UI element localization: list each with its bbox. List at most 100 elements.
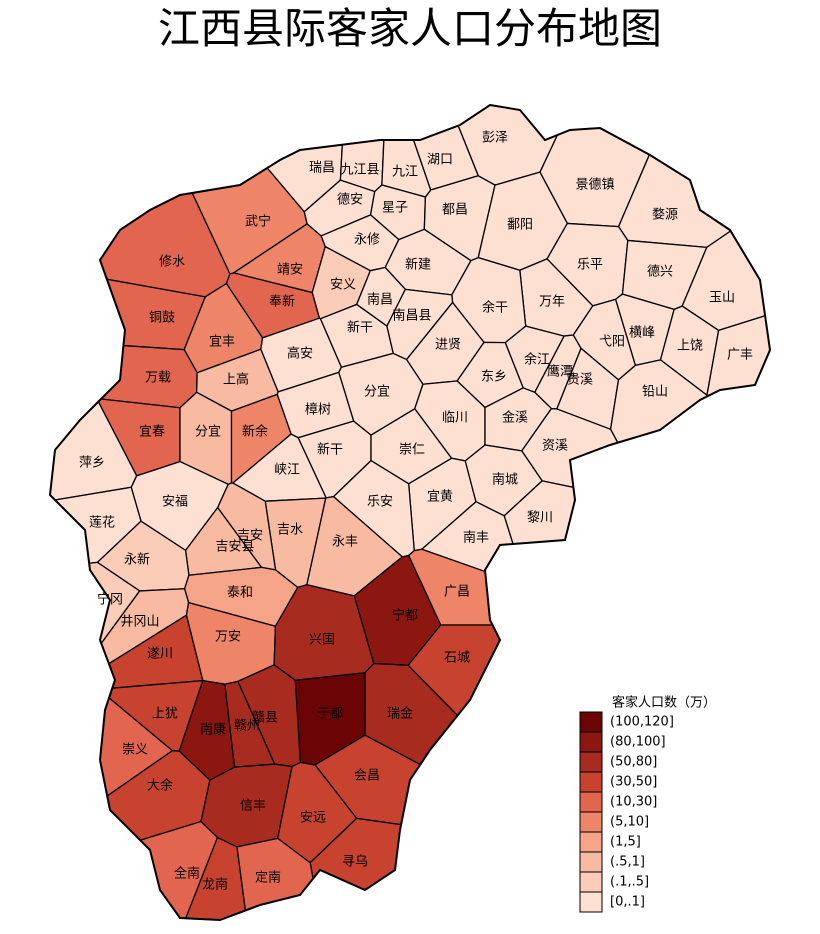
region-label: 星子 <box>382 201 408 216</box>
region-label: 寻乌 <box>342 854 368 870</box>
region-label: 瑞金 <box>387 706 413 722</box>
region-label: 万载 <box>145 371 171 386</box>
legend-label: (100,120] <box>610 715 674 730</box>
legend-label: (.1,.5] <box>610 875 649 890</box>
region-label: 宁冈 <box>97 592 123 608</box>
region-label: 分宜 <box>195 425 221 440</box>
region-label: 莲花 <box>89 515 115 531</box>
region-label: 金溪 <box>502 410 528 426</box>
region-label: 贵溪 <box>567 373 593 388</box>
legend-label: (30,50] <box>610 775 657 790</box>
region-label: 大余 <box>147 778 173 794</box>
region-label: 井冈山 <box>120 615 159 630</box>
region-label: 万年 <box>539 295 565 310</box>
region-label: 铜鼓 <box>149 311 175 326</box>
region-label: 全南 <box>174 866 200 882</box>
region-label: 赣县 <box>252 711 278 726</box>
region-label: 分宜 <box>364 385 390 400</box>
region-label: 上高 <box>223 372 249 388</box>
region-label: 南康 <box>200 722 226 738</box>
region-label: 靖安 <box>277 263 303 278</box>
legend-label: (.5,1] <box>610 855 645 870</box>
legend-swatch <box>579 891 603 913</box>
legend-swatch <box>579 731 603 753</box>
region-label: 宁都 <box>392 608 418 624</box>
region-label: 南昌县 <box>392 308 431 324</box>
region-label: 宜黄 <box>427 490 453 505</box>
region-label: 南昌 <box>367 292 393 308</box>
region-label: 万安 <box>215 630 241 645</box>
legend: (100,120] (80,100] (50,80] (30,50] (10,30] (5… <box>579 711 674 913</box>
region-label: 安福 <box>162 495 188 510</box>
region-label: 德兴 <box>647 265 673 280</box>
region-label: 定南 <box>255 870 281 886</box>
region-label: 广丰 <box>727 348 753 363</box>
region-label: 南丰 <box>463 530 489 546</box>
region-label: 赣州 <box>234 719 260 734</box>
legend-swatch <box>579 791 603 813</box>
region-label: 樟树 <box>305 403 331 418</box>
legend-label: (5,10] <box>610 815 649 830</box>
region-label: 瑞昌 <box>309 161 335 176</box>
legend-swatch <box>579 851 603 873</box>
legend-swatch <box>579 711 603 733</box>
region-label: 景德镇 <box>575 178 614 193</box>
region-label: 九江县 <box>340 163 379 178</box>
region-label: 弋阳 <box>599 335 625 350</box>
region-label: 上饶 <box>677 339 703 354</box>
region-label: 修水 <box>159 255 185 270</box>
region-label: 安义 <box>330 278 356 293</box>
region-label: 崇仁 <box>399 443 425 458</box>
region-label: 宜丰 <box>209 335 235 350</box>
legend-swatch <box>579 831 603 853</box>
region-label: 东乡 <box>481 370 507 385</box>
region-label: 都昌 <box>442 203 468 218</box>
region-label: 鹰潭 <box>547 364 573 380</box>
region-label: 新建 <box>405 257 431 273</box>
region-label: 乐安 <box>367 495 393 510</box>
region-label: 吉安县 <box>215 540 254 555</box>
region-label: 乐平 <box>577 258 603 273</box>
legend-label: (50,80] <box>610 755 657 770</box>
region-label: 横峰 <box>629 326 655 341</box>
region-label: 余江 <box>524 352 550 368</box>
region-label: 奉新 <box>269 294 295 310</box>
region-label: 龙南 <box>202 877 228 893</box>
region-label: 九江 <box>392 165 418 180</box>
region-label: 新余 <box>242 424 268 440</box>
region-label: 永新 <box>124 552 150 568</box>
region-label: 永修 <box>354 233 380 248</box>
legend-swatch <box>579 771 603 793</box>
legend-swatch <box>579 811 603 833</box>
legend-swatch <box>579 871 603 893</box>
legend-title: 客家人口数（万） <box>612 695 716 711</box>
legend-swatch <box>579 751 603 773</box>
region-label: 石城 <box>444 651 470 666</box>
legend-label: (10,30] <box>610 795 657 810</box>
legend-label: (80,100] <box>610 735 666 750</box>
province-outline <box>48 103 772 922</box>
region-label: 临川 <box>442 411 468 426</box>
map-title: 江西县际客家人口分布地图 <box>158 4 662 53</box>
region-label: 新干 <box>347 320 373 336</box>
region-label: 安远 <box>300 811 326 826</box>
regions <box>48 103 772 922</box>
region-label: 进贤 <box>435 338 461 353</box>
region-label: 上犹 <box>152 707 178 722</box>
region-label: 广昌 <box>444 585 470 600</box>
region-label: 玉山 <box>709 291 735 306</box>
region-label: 宜春 <box>139 425 165 440</box>
legend-label: (1,5] <box>610 835 641 850</box>
region-label: 信丰 <box>240 799 266 814</box>
region-label: 婺源 <box>652 207 678 223</box>
region-label: 泰和 <box>227 586 253 601</box>
region-label: 彭泽 <box>482 131 508 146</box>
region-label: 吉安 <box>237 529 263 544</box>
region-label: 永丰 <box>332 535 358 550</box>
region-label: 南城 <box>492 472 518 488</box>
region-label: 崇义 <box>122 743 148 758</box>
region-label: 遂川 <box>147 647 173 662</box>
